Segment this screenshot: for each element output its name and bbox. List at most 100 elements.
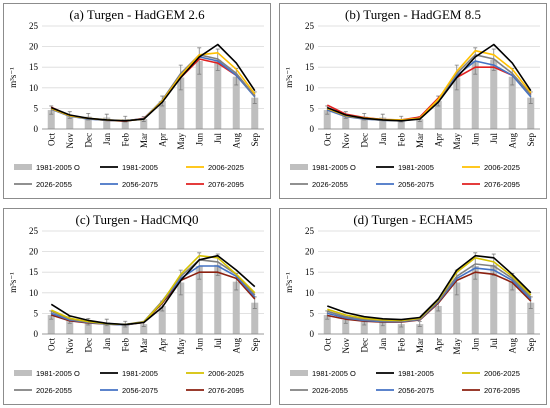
bar: [195, 266, 203, 334]
bar: [66, 114, 74, 129]
x-tick-label: Dec: [359, 338, 369, 353]
y-axis-label: m³s⁻¹: [284, 67, 294, 88]
x-tick-label: Aug: [507, 133, 517, 149]
x-tick-label: Dec: [83, 133, 93, 148]
error-bar: [197, 47, 202, 75]
bar: [397, 119, 405, 129]
y-tick-label: 25: [29, 21, 39, 31]
bar: [121, 324, 129, 334]
bar: [84, 321, 92, 334]
legend-label: 2006-2025: [484, 163, 520, 172]
legend-label: 2026-2055: [36, 386, 72, 395]
bar: [323, 110, 331, 129]
y-tick-label: 0: [34, 124, 39, 134]
x-tick-label: May: [176, 133, 186, 150]
y-tick-label: 15: [305, 267, 315, 277]
chart-title: (d) Turgen - ECHAM5: [353, 212, 472, 227]
bar: [379, 117, 387, 129]
chart-panel-a: (a) Turgen - HadGEM 2.6 0 5 10 15 20 25 m³s⁻¹ Oc…: [3, 3, 271, 199]
y-tick-label: 5: [310, 308, 315, 318]
y-tick-label: 10: [29, 83, 39, 93]
bar: [140, 119, 148, 129]
bar: [379, 322, 387, 334]
series-line: [50, 58, 256, 122]
x-tick-label: Aug: [231, 338, 241, 354]
series-line: [51, 43, 256, 122]
y-axis-label: m³s⁻¹: [8, 67, 18, 88]
bar: [177, 77, 185, 129]
legend-label: 2056-2075: [398, 180, 434, 189]
bar: [158, 305, 166, 334]
legend-label: 1981-2005 O: [312, 163, 356, 172]
x-tick-label: Apr: [433, 133, 443, 147]
y-tick-label: 5: [310, 103, 315, 113]
bar: [360, 116, 368, 129]
y-tick-label: 10: [305, 288, 315, 298]
bar: [214, 264, 222, 334]
y-tick-label: 25: [305, 21, 315, 31]
x-tick-label: Jul: [489, 338, 499, 349]
x-tick-label: Oct: [322, 133, 332, 146]
bar: [434, 305, 442, 334]
legend-swatch: [290, 370, 308, 376]
y-axis-label: m³s⁻¹: [8, 272, 18, 293]
x-tick-label: Apr: [433, 338, 443, 352]
bar: [453, 77, 461, 129]
bar: [158, 100, 166, 129]
bar: [434, 100, 442, 129]
bar: [195, 61, 203, 129]
x-tick-label: Sep: [250, 133, 260, 147]
bar: [416, 324, 424, 334]
bar: [232, 281, 240, 334]
x-tick-label: Jan: [378, 133, 388, 145]
x-tick-label: Feb: [396, 338, 406, 352]
x-tick-label: Jun: [194, 338, 204, 351]
y-tick-label: 10: [305, 83, 315, 93]
bar: [342, 319, 350, 334]
series-line: [327, 49, 532, 121]
bar: [416, 119, 424, 129]
bar: [103, 117, 111, 129]
legend-label: 2076-2095: [484, 180, 520, 189]
x-tick-label: Mar: [139, 338, 149, 353]
y-tick-label: 0: [310, 329, 315, 339]
chart-svg: (c) Turgen - HadCMQ0 0 5 10 15 20 25 m³s⁻¹ Oct No…: [8, 212, 264, 395]
x-tick-label: Jun: [470, 338, 480, 351]
chart-panel-d: (d) Turgen - ECHAM5 0 5 10 15 20 25 m³s⁻¹ Oct Nov…: [279, 208, 547, 405]
legend-label: 2056-2075: [122, 386, 158, 395]
x-tick-label: Jul: [489, 133, 499, 144]
y-tick-label: 25: [29, 226, 39, 236]
y-tick-label: 20: [29, 247, 39, 257]
x-tick-label: Nov: [341, 133, 351, 149]
chart-panel-b: (b) Turgen - HadGEM 8.5 0 5 10 15 20 25 m³s⁻¹ Oc…: [279, 3, 547, 199]
x-tick-label: Feb: [120, 133, 130, 147]
legend-swatch: [14, 164, 32, 170]
bar: [251, 97, 259, 129]
legend-label: 2056-2075: [398, 386, 434, 395]
bar: [47, 110, 55, 129]
legend-swatch: [290, 164, 308, 170]
legend-label: 1981-2005: [398, 163, 434, 172]
legend-label: 1981-2005: [122, 163, 158, 172]
y-tick-label: 0: [310, 124, 315, 134]
legend-label: 2006-2025: [484, 369, 520, 378]
bar: [232, 76, 240, 129]
legend-label: 1981-2005 O: [36, 163, 80, 172]
x-tick-label: Jan: [378, 338, 388, 350]
bar: [508, 281, 516, 334]
bar: [453, 282, 461, 334]
bar: [527, 97, 535, 129]
legend-label: 2076-2095: [208, 180, 244, 189]
x-tick-label: Dec: [83, 338, 93, 353]
x-tick-label: Feb: [120, 338, 130, 352]
legend-label: 1981-2005: [122, 369, 158, 378]
bar: [177, 282, 185, 334]
legend-label: 1981-2005 O: [312, 369, 356, 378]
x-tick-label: Jul: [213, 338, 223, 349]
x-tick-label: Apr: [157, 338, 167, 352]
error-bar: [49, 105, 54, 115]
bar: [214, 59, 222, 130]
legend-label: 2056-2075: [122, 180, 158, 189]
y-tick-label: 5: [34, 308, 39, 318]
